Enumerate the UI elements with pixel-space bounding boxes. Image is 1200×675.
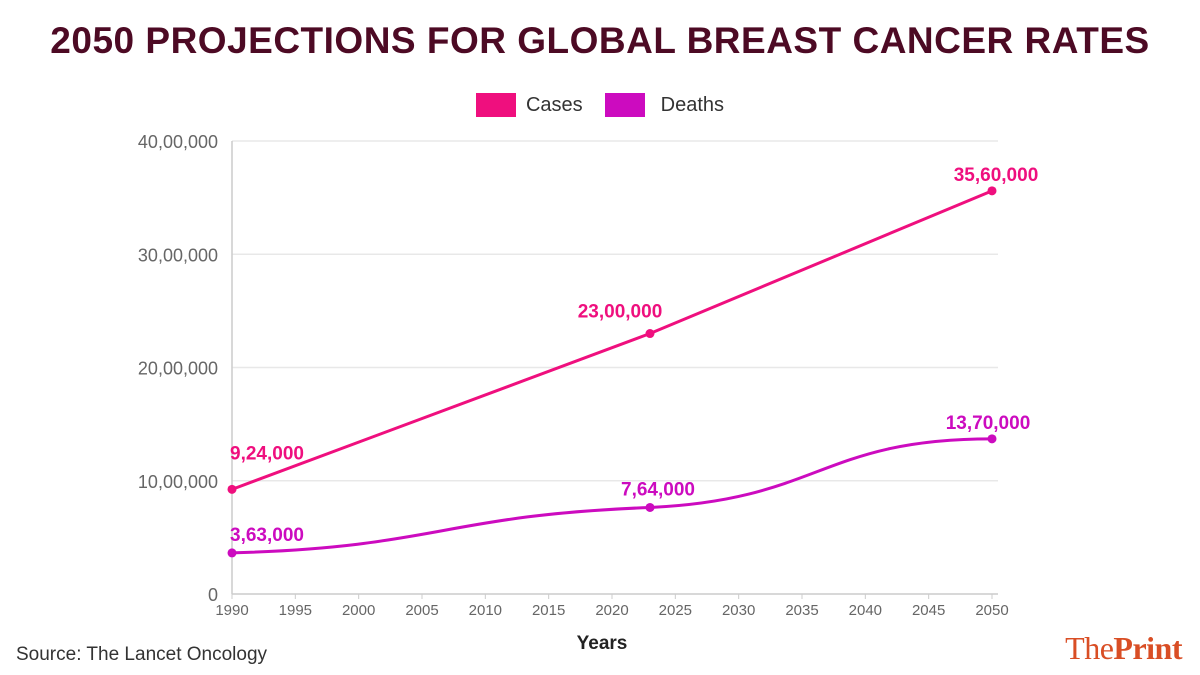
x-axis-label: Years xyxy=(577,633,628,654)
legend-item-deaths[interactable]: Deaths xyxy=(604,93,725,117)
y-tick-label: 10,00,000 xyxy=(138,472,218,492)
x-tick-label: 2005 xyxy=(405,602,438,619)
x-tick-label: 2045 xyxy=(912,602,945,619)
data-point-deaths[interactable] xyxy=(645,502,655,512)
series-line-deaths xyxy=(231,437,993,555)
data-label-cases: 9,24,000 xyxy=(230,443,304,464)
data-label-deaths: 13,70,000 xyxy=(946,413,1031,434)
series-line-cases xyxy=(231,189,993,491)
x-tick-label: 2040 xyxy=(849,602,882,619)
brand-the: The xyxy=(1065,630,1114,666)
data-point-deaths[interactable] xyxy=(227,548,237,558)
x-tick-label: 2015 xyxy=(532,602,565,619)
legend-swatch-cases xyxy=(475,93,516,117)
x-tick-label: 2025 xyxy=(659,602,692,619)
x-tick-label: 2050 xyxy=(975,602,1008,619)
data-label-cases: 23,00,000 xyxy=(578,302,663,323)
data-point-cases[interactable] xyxy=(227,484,237,494)
legend-swatch-deaths xyxy=(604,93,645,117)
x-tick-label: 2035 xyxy=(785,602,818,619)
brand-logo: ThePrint xyxy=(1065,630,1182,667)
chart-title: 2050 PROJECTIONS FOR GLOBAL BREAST CANCE… xyxy=(50,20,1150,61)
y-tick-label: 0 xyxy=(208,585,218,605)
x-tick-label: 2010 xyxy=(469,602,502,619)
source-note: Source: The Lancet Oncology xyxy=(16,644,268,665)
data-label-cases: 35,60,000 xyxy=(954,165,1039,186)
x-tick-label: 2000 xyxy=(342,602,375,619)
y-tick-label: 40,00,000 xyxy=(138,132,218,152)
data-label-deaths: 7,64,000 xyxy=(621,479,695,500)
data-point-cases[interactable] xyxy=(645,329,655,339)
legend-item-cases[interactable]: Cases xyxy=(475,93,583,117)
y-tick-label: 30,00,000 xyxy=(138,245,218,265)
x-tick-label: 1995 xyxy=(279,602,312,619)
data-point-cases[interactable] xyxy=(987,186,997,196)
x-tick-label: 2030 xyxy=(722,602,755,619)
legend-label-deaths: Deaths xyxy=(660,93,725,116)
data-point-deaths[interactable] xyxy=(987,434,997,444)
legend-label-cases: Cases xyxy=(525,93,583,116)
x-tick-label: 1990 xyxy=(215,602,248,619)
legend: Cases Deaths xyxy=(0,93,1200,117)
y-tick-label: 20,00,000 xyxy=(138,359,218,379)
x-tick-label: 2020 xyxy=(595,602,628,619)
brand-print: Print xyxy=(1113,630,1182,666)
data-label-deaths: 3,63,000 xyxy=(230,525,304,546)
